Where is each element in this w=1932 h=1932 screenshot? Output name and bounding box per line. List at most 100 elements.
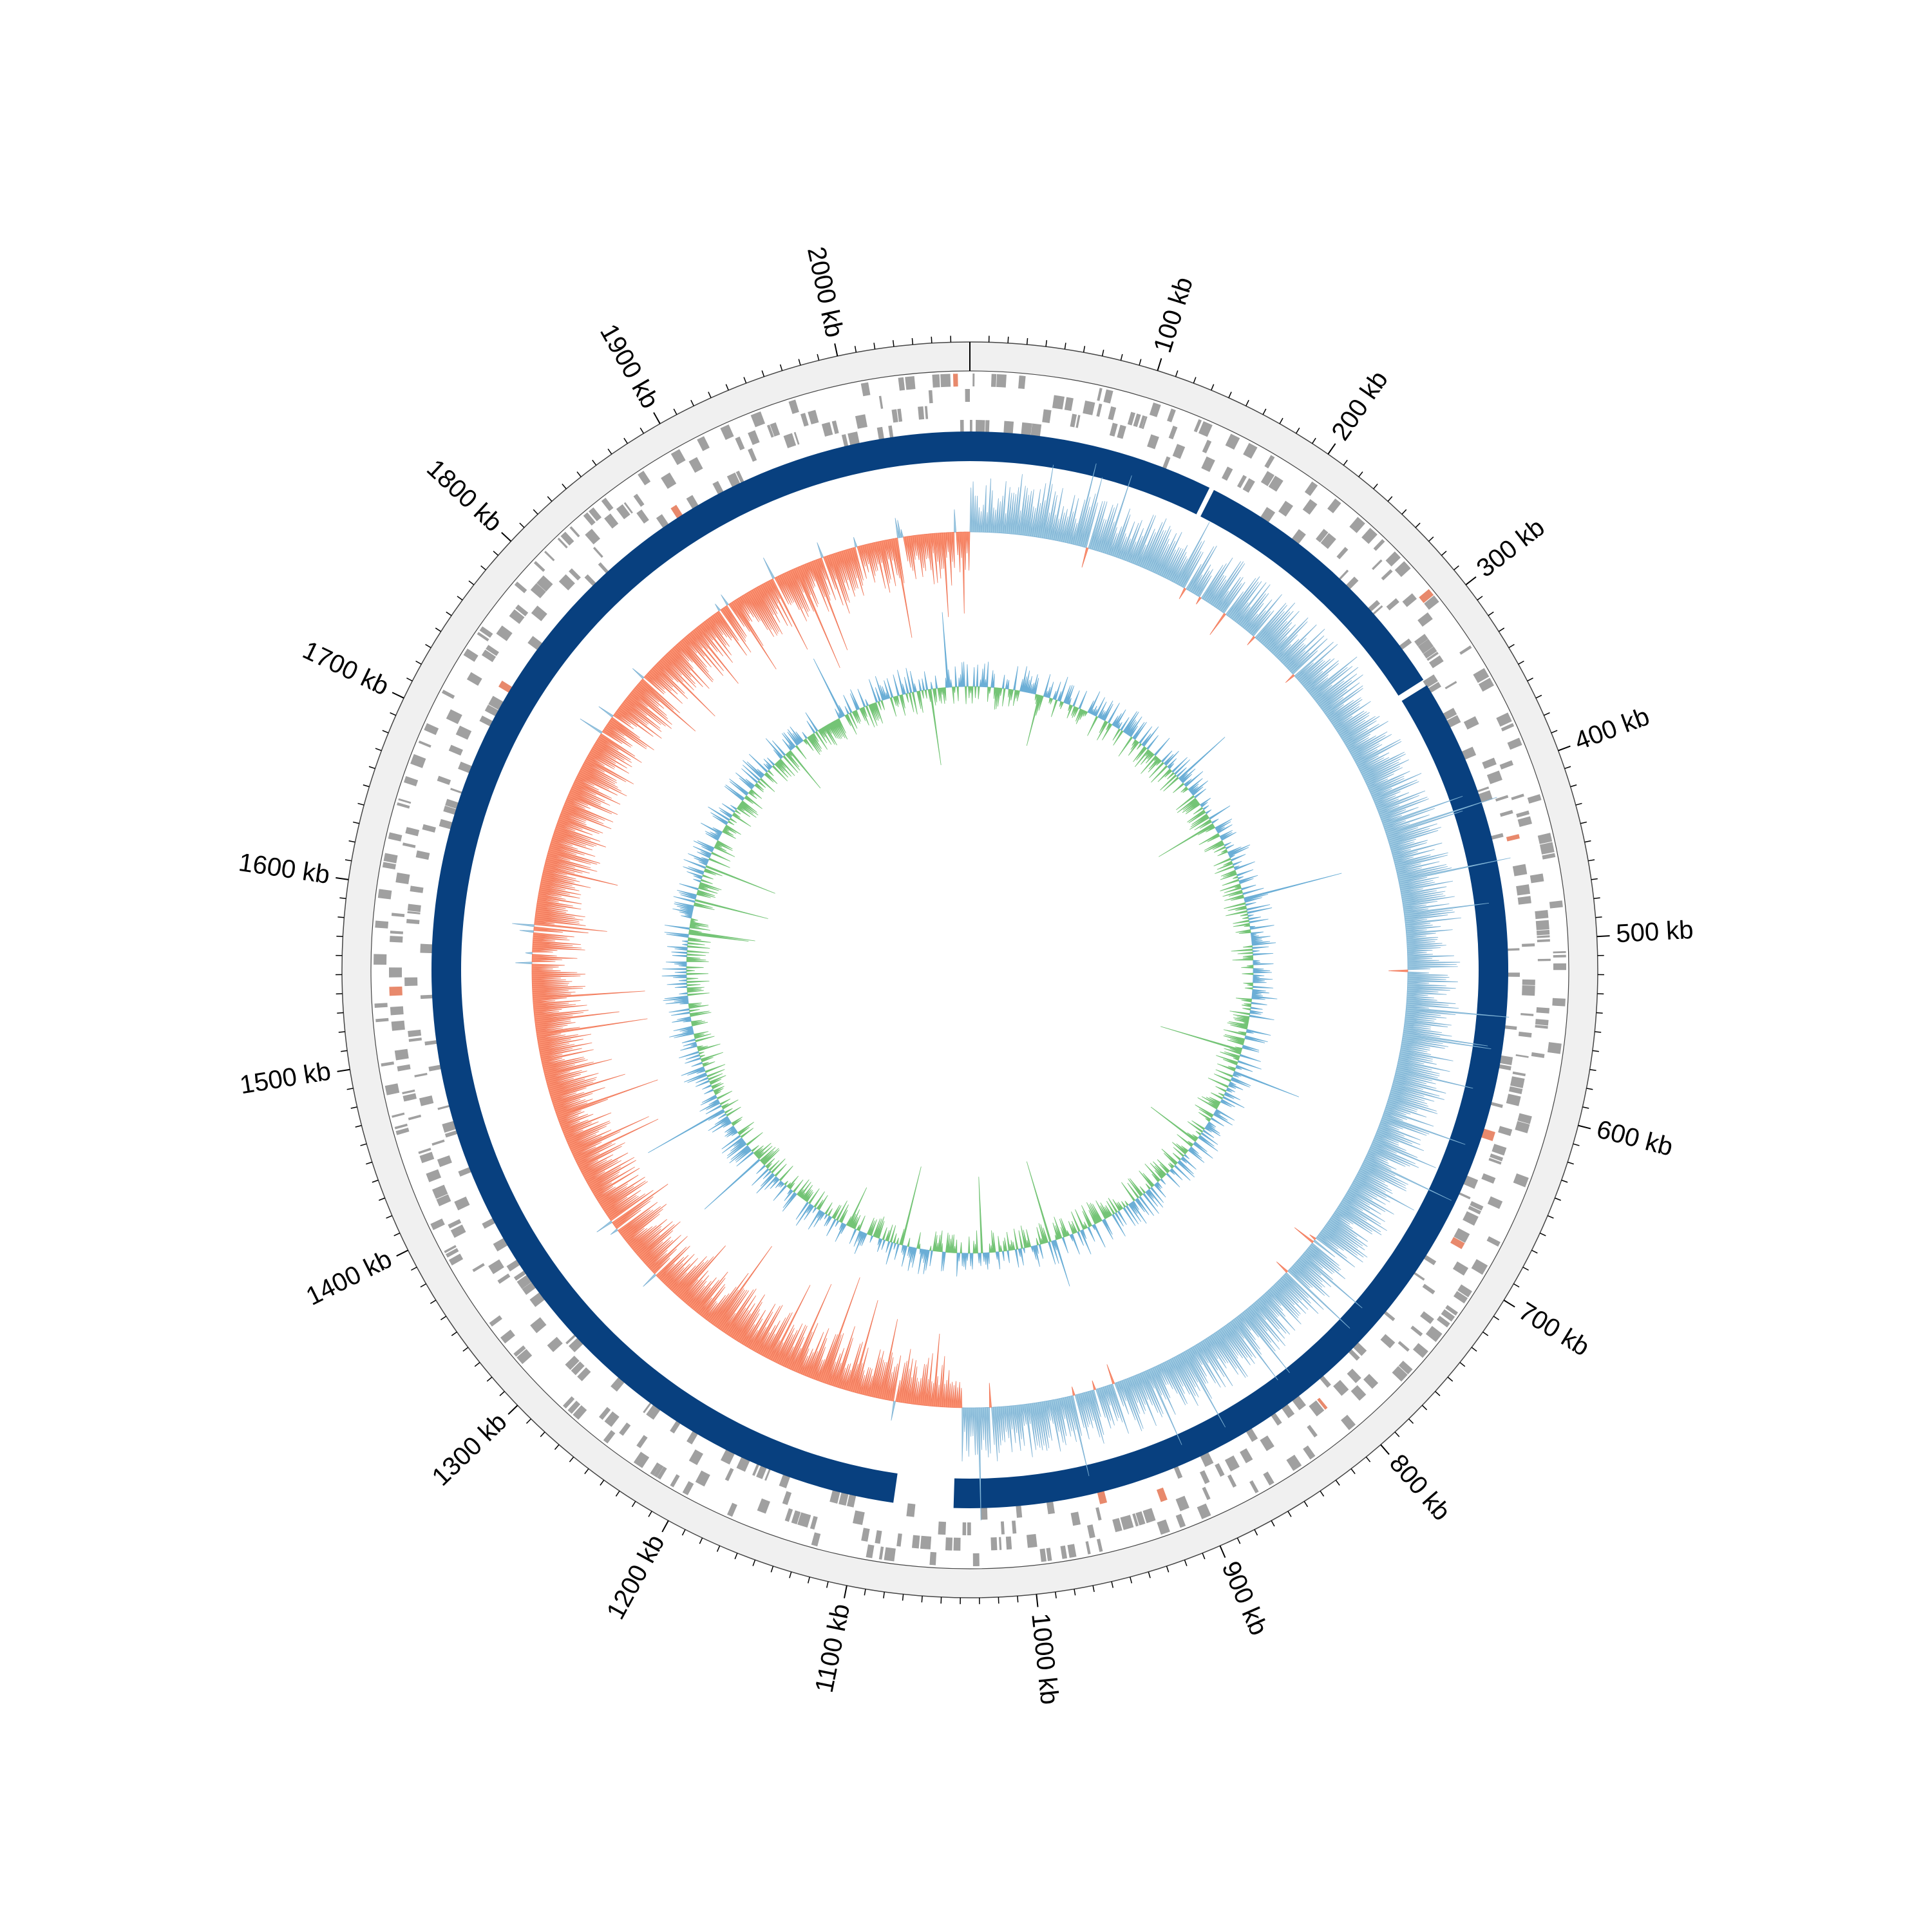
gene-feature [1492,1144,1507,1156]
gene-feature [446,1247,459,1258]
gene-feature [1515,1054,1529,1058]
minor-tick [341,1050,348,1052]
gene-feature [735,470,744,484]
gene-feature [391,913,405,918]
minor-tick [798,359,801,366]
gene-feature [1402,593,1417,607]
gene-feature [897,408,903,422]
gc-skew-negative [531,531,1408,1408]
major-tick [1503,1300,1515,1308]
gene-feature [757,1498,770,1514]
minor-tick [1527,677,1533,682]
gene-feature [398,798,412,804]
minor-tick [435,627,442,632]
major-tick [1465,576,1477,585]
gene-feature [1333,1379,1349,1396]
minor-tick [345,859,352,862]
contig-track [431,431,1508,1509]
gene-feature [965,389,970,402]
gene-feature [374,1003,388,1008]
gene-feature [1427,681,1442,694]
minor-tick [1175,370,1179,377]
gene-feature [1511,793,1524,800]
gene-feature [770,422,781,437]
gene-feature [748,448,757,462]
minor-tick [1303,1501,1309,1508]
tick-label: 1400 kb [301,1245,396,1311]
gene-feature [1542,853,1556,860]
tick-label: 1100 kb [810,1602,855,1695]
gene-feature [408,1037,422,1042]
gene-feature [1481,1173,1496,1184]
gene-feature [1383,1310,1396,1321]
gene-feature [1398,638,1412,650]
gene-feature [1046,1500,1056,1515]
gene-feature [1162,456,1171,470]
gene-feature [419,1151,435,1164]
gene-feature [1201,456,1215,472]
gene-feature [1461,746,1477,761]
major-tick [1380,1444,1390,1455]
gene-feature [1442,708,1457,721]
gene-feature [557,537,568,549]
minor-tick [1477,596,1483,601]
gene-feature [905,376,916,390]
gene-feature [390,931,404,934]
gene-feature [424,723,439,735]
gene-feature [444,1245,457,1253]
gene-feature [1517,896,1531,905]
tick-label: 700 kb [1513,1297,1594,1362]
gene-feature [1398,1360,1413,1375]
gene-feature [860,382,871,397]
minor-tick [584,1468,589,1475]
minor-tick [770,1566,774,1573]
gene-feature [1450,1236,1465,1249]
minor-tick [386,1215,393,1219]
gene-feature [616,504,630,520]
minor-tick [1595,916,1602,918]
gene-feature [1553,954,1566,958]
gene-feature [636,509,649,524]
gene-feature [1367,600,1381,612]
gene-feature [1535,910,1549,920]
minor-tick [1026,338,1028,345]
gene-feature [866,1544,875,1558]
gene-feature [1417,612,1433,627]
gene-feature [432,1184,448,1199]
gene-feature [1242,478,1255,493]
major-tick [834,343,838,357]
gene-feature [1486,1236,1501,1247]
gene-feature [1260,471,1274,486]
gene-feature [389,967,402,978]
gene-feature [1083,400,1095,415]
gene-feature [1005,1536,1012,1550]
minor-tick [1454,565,1459,571]
minor-tick [639,428,645,434]
gene-feature [1444,681,1457,690]
gene-feature [571,1361,585,1376]
gene-feature [1349,516,1365,533]
gene-feature [1117,424,1126,439]
minor-tick [337,1012,344,1014]
minor-tick [734,1553,738,1560]
gene-feature [1499,1055,1513,1066]
gene-feature [945,1537,953,1551]
gene-feature [515,604,529,616]
minor-tick [363,784,370,788]
gene-feature [488,1259,504,1274]
gene-feature [395,872,410,884]
gene-feature [375,1018,389,1023]
gene-feature [686,495,699,510]
gene-feature [1520,1012,1534,1016]
gc-content-track [648,612,1342,1287]
gene-feature [1236,475,1247,488]
minor-tick [1130,1577,1133,1584]
gene-feature [650,1462,661,1476]
minor-tick [451,1331,457,1336]
gene-feature [1268,475,1283,492]
gene-feature [493,1237,509,1252]
gene-feature [410,753,426,768]
minor-tick [911,338,914,345]
gene-feature [389,986,402,996]
